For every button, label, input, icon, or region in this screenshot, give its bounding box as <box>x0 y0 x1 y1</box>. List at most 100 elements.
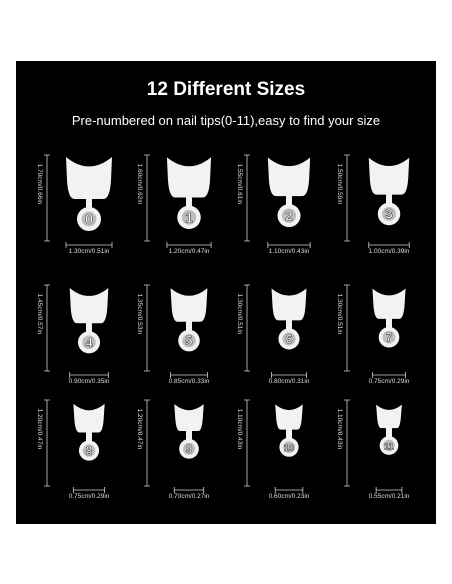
nail-tip-body <box>267 157 311 197</box>
width-dimension-line <box>372 372 406 378</box>
number-ring-hole <box>382 330 396 344</box>
width-dimension-line <box>375 487 403 493</box>
nail-tip-drawing: 8 <box>44 399 106 493</box>
tip-stem <box>186 319 192 332</box>
width-dimension-line <box>166 242 212 248</box>
tip-number: 9 <box>186 442 193 456</box>
nail-tip-body <box>372 288 406 319</box>
tip-stem <box>386 426 392 439</box>
width-dimension-line <box>368 242 410 248</box>
number-ring-hole <box>281 208 297 223</box>
nail-tip-size-11: 11 1.10cm/0.43in 0.55cm/0.21in <box>334 394 434 509</box>
nail-tip-drawing: 2 <box>244 154 311 248</box>
tip-number: 0 <box>85 212 93 228</box>
nail-tip-size-6: 6 1.30cm/0.51in 0.80cm/0.31in <box>234 279 334 394</box>
nail-tip-body <box>271 288 307 321</box>
width-label: 1.00cm/0.39in <box>368 248 410 255</box>
width-label: 0.75cm/0.29in <box>68 493 110 500</box>
number-ring-hole <box>182 442 196 455</box>
tip-stem <box>386 316 392 329</box>
tip-stem <box>86 321 92 334</box>
nail-tip-drawing: 3 <box>344 154 410 248</box>
number-ring-hole <box>382 206 396 221</box>
number-ring-hole <box>282 332 296 346</box>
nail-tip-size-8: 8 1.20cm/0.47in 0.75cm/0.29in <box>34 394 134 509</box>
width-label: 0.55cm/0.21in <box>368 493 410 500</box>
width-label: 0.85cm/0.33in <box>168 378 210 385</box>
page-subtitle: Pre-numbered on nail tips(0-11),easy to … <box>71 113 381 128</box>
tip-number: 1 <box>185 209 193 225</box>
tip-number: 10 <box>284 443 294 453</box>
number-ring-hole <box>182 333 196 348</box>
number-ring-hole <box>82 444 96 457</box>
tip-number: 6 <box>285 332 292 346</box>
tip-stem <box>286 194 292 207</box>
length-dimension-line <box>144 154 150 242</box>
tip-number: 8 <box>86 444 93 458</box>
width-label: 0.60cm/0.23in <box>268 493 310 500</box>
number-ring-hole <box>383 439 395 452</box>
nail-tip-drawing: 4 <box>44 284 109 378</box>
nail-tip-size-1: 1 1.60cm/0.62in 1.20cm/0.47in <box>134 149 234 264</box>
width-label: 0.90cm/0.35in <box>68 378 110 385</box>
length-dimension-line <box>344 154 350 242</box>
nail-tip-size-9: 9 1.20cm/0.47in 0.70cm/0.27in <box>134 394 234 509</box>
nail-tip-body <box>166 157 212 198</box>
length-label: 1.50cm/0.59in <box>336 163 343 205</box>
number-ring-hole <box>181 210 197 225</box>
tip-stem <box>286 427 292 440</box>
width-dimension-line <box>65 242 113 248</box>
number-ring-hole <box>81 211 97 227</box>
nail-tip-drawing: 10 <box>244 399 304 493</box>
nail-tip-drawing: 9 <box>144 399 205 493</box>
length-dimension-line <box>244 399 250 487</box>
tip-number: 2 <box>285 207 293 223</box>
length-label: 1.30cm/0.51in <box>336 293 343 335</box>
nail-tip-body <box>170 288 208 322</box>
tip-stem <box>86 430 92 443</box>
length-label: 1.70cm/0.66in <box>36 163 43 205</box>
length-dimension-line <box>44 399 50 487</box>
length-dimension-line <box>44 284 50 372</box>
nail-tip-drawing: 1 <box>144 154 212 248</box>
length-dimension-line <box>144 284 150 372</box>
width-dimension-line <box>274 487 304 493</box>
length-label: 1.55cm/0.61in <box>236 163 243 205</box>
nail-tip-body <box>275 404 303 430</box>
tip-number: 5 <box>185 333 192 348</box>
tip-number: 3 <box>385 207 393 222</box>
nail-tip-drawing: 0 <box>44 154 113 248</box>
nail-tip-drawing: 11 <box>344 399 403 493</box>
length-dimension-line <box>344 399 350 487</box>
length-dimension-line <box>244 154 250 242</box>
length-dimension-line <box>44 154 50 242</box>
width-label: 1.10cm/0.43in <box>268 248 310 255</box>
nail-tip-body <box>368 157 410 195</box>
nail-tip-size-5: 5 1.35cm/0.53in 0.85cm/0.33in <box>134 279 234 394</box>
nail-tip-size-10: 10 1.10cm/0.43in 0.60cm/0.23in <box>234 394 334 509</box>
length-label: 1.10cm/0.43in <box>336 408 343 450</box>
tip-number: 7 <box>386 331 393 345</box>
nail-tip-size-7: 7 1.30cm/0.51in 0.75cm/0.29in <box>334 279 434 394</box>
width-label: 1.30cm/0.51in <box>68 248 110 255</box>
size-chart-panel: 12 Different Sizes Pre-numbered on nail … <box>16 61 436 524</box>
length-label: 1.20cm/0.47in <box>136 408 143 450</box>
nail-tip-drawing: 6 <box>244 284 307 378</box>
nail-tip-size-0: 0 1.70cm/0.66in 1.30cm/0.51in <box>34 149 134 264</box>
length-label: 1.10cm/0.43in <box>236 408 243 450</box>
width-dimension-line <box>72 487 106 493</box>
tip-stem <box>386 192 392 205</box>
nail-tip-size-3: 3 1.50cm/0.59in 1.00cm/0.39in <box>334 149 434 264</box>
nail-tip-body <box>66 157 112 199</box>
nail-tip-size-4: 4 1.45cm/0.57in 0.90cm/0.35in <box>34 279 134 394</box>
width-label: 0.80cm/0.31in <box>268 378 310 385</box>
length-dimension-line <box>244 284 250 372</box>
tip-number: 4 <box>85 335 93 350</box>
tip-number: 11 <box>384 441 393 451</box>
nail-tip-body <box>69 287 109 324</box>
page-title: 12 Different Sizes <box>146 79 306 100</box>
nail-tip-body <box>73 403 105 433</box>
tip-stem <box>286 318 292 331</box>
length-label: 1.30cm/0.51in <box>236 293 243 335</box>
